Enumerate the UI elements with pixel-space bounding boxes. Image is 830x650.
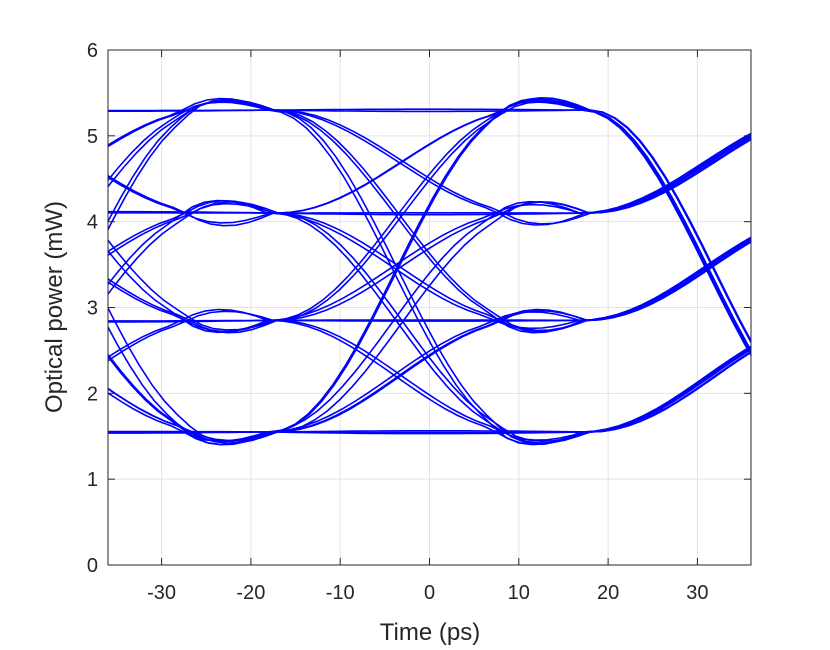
x-tick-label: -20 bbox=[236, 582, 265, 604]
eye-trace bbox=[108, 109, 751, 225]
y-tick-label: 5 bbox=[87, 126, 98, 148]
plot-area bbox=[108, 96, 751, 446]
y-tick-label: 6 bbox=[87, 40, 98, 62]
eye-trace bbox=[108, 132, 751, 334]
x-axis-label: Time (ps) bbox=[380, 619, 480, 646]
x-tick-label: 20 bbox=[597, 582, 619, 604]
x-tick-label: 0 bbox=[424, 582, 435, 604]
eye-trace bbox=[108, 239, 751, 362]
x-tick-label: -10 bbox=[326, 582, 355, 604]
eye-trace bbox=[108, 201, 751, 443]
eye-trace bbox=[108, 236, 751, 434]
eye-trace bbox=[108, 134, 751, 224]
x-tick-label: -30 bbox=[147, 582, 176, 604]
x-ticks: -30 -20 -10 0 10 20 30 bbox=[147, 50, 709, 604]
y-tick-label: 0 bbox=[87, 555, 98, 577]
y-axis-label: Optical power (mW) bbox=[41, 201, 68, 413]
eye-trace bbox=[108, 100, 751, 353]
grid-lines bbox=[108, 49, 751, 566]
y-tick-label: 2 bbox=[87, 383, 98, 405]
x-tick-label: 30 bbox=[686, 582, 708, 604]
eye-trace bbox=[108, 135, 751, 227]
eye-trace bbox=[108, 96, 751, 343]
x-tick-label: 10 bbox=[508, 582, 530, 604]
y-tick-label: 4 bbox=[87, 212, 98, 234]
y-ticks: 0 1 2 3 4 5 6 bbox=[87, 40, 751, 577]
eye-trace bbox=[108, 241, 751, 434]
eye-trace bbox=[108, 347, 751, 446]
y-tick-label: 3 bbox=[87, 298, 98, 320]
eye-trace bbox=[108, 236, 751, 359]
eye-trace bbox=[108, 239, 751, 433]
eye-trace bbox=[108, 202, 751, 333]
y-tick-label: 1 bbox=[87, 469, 98, 491]
